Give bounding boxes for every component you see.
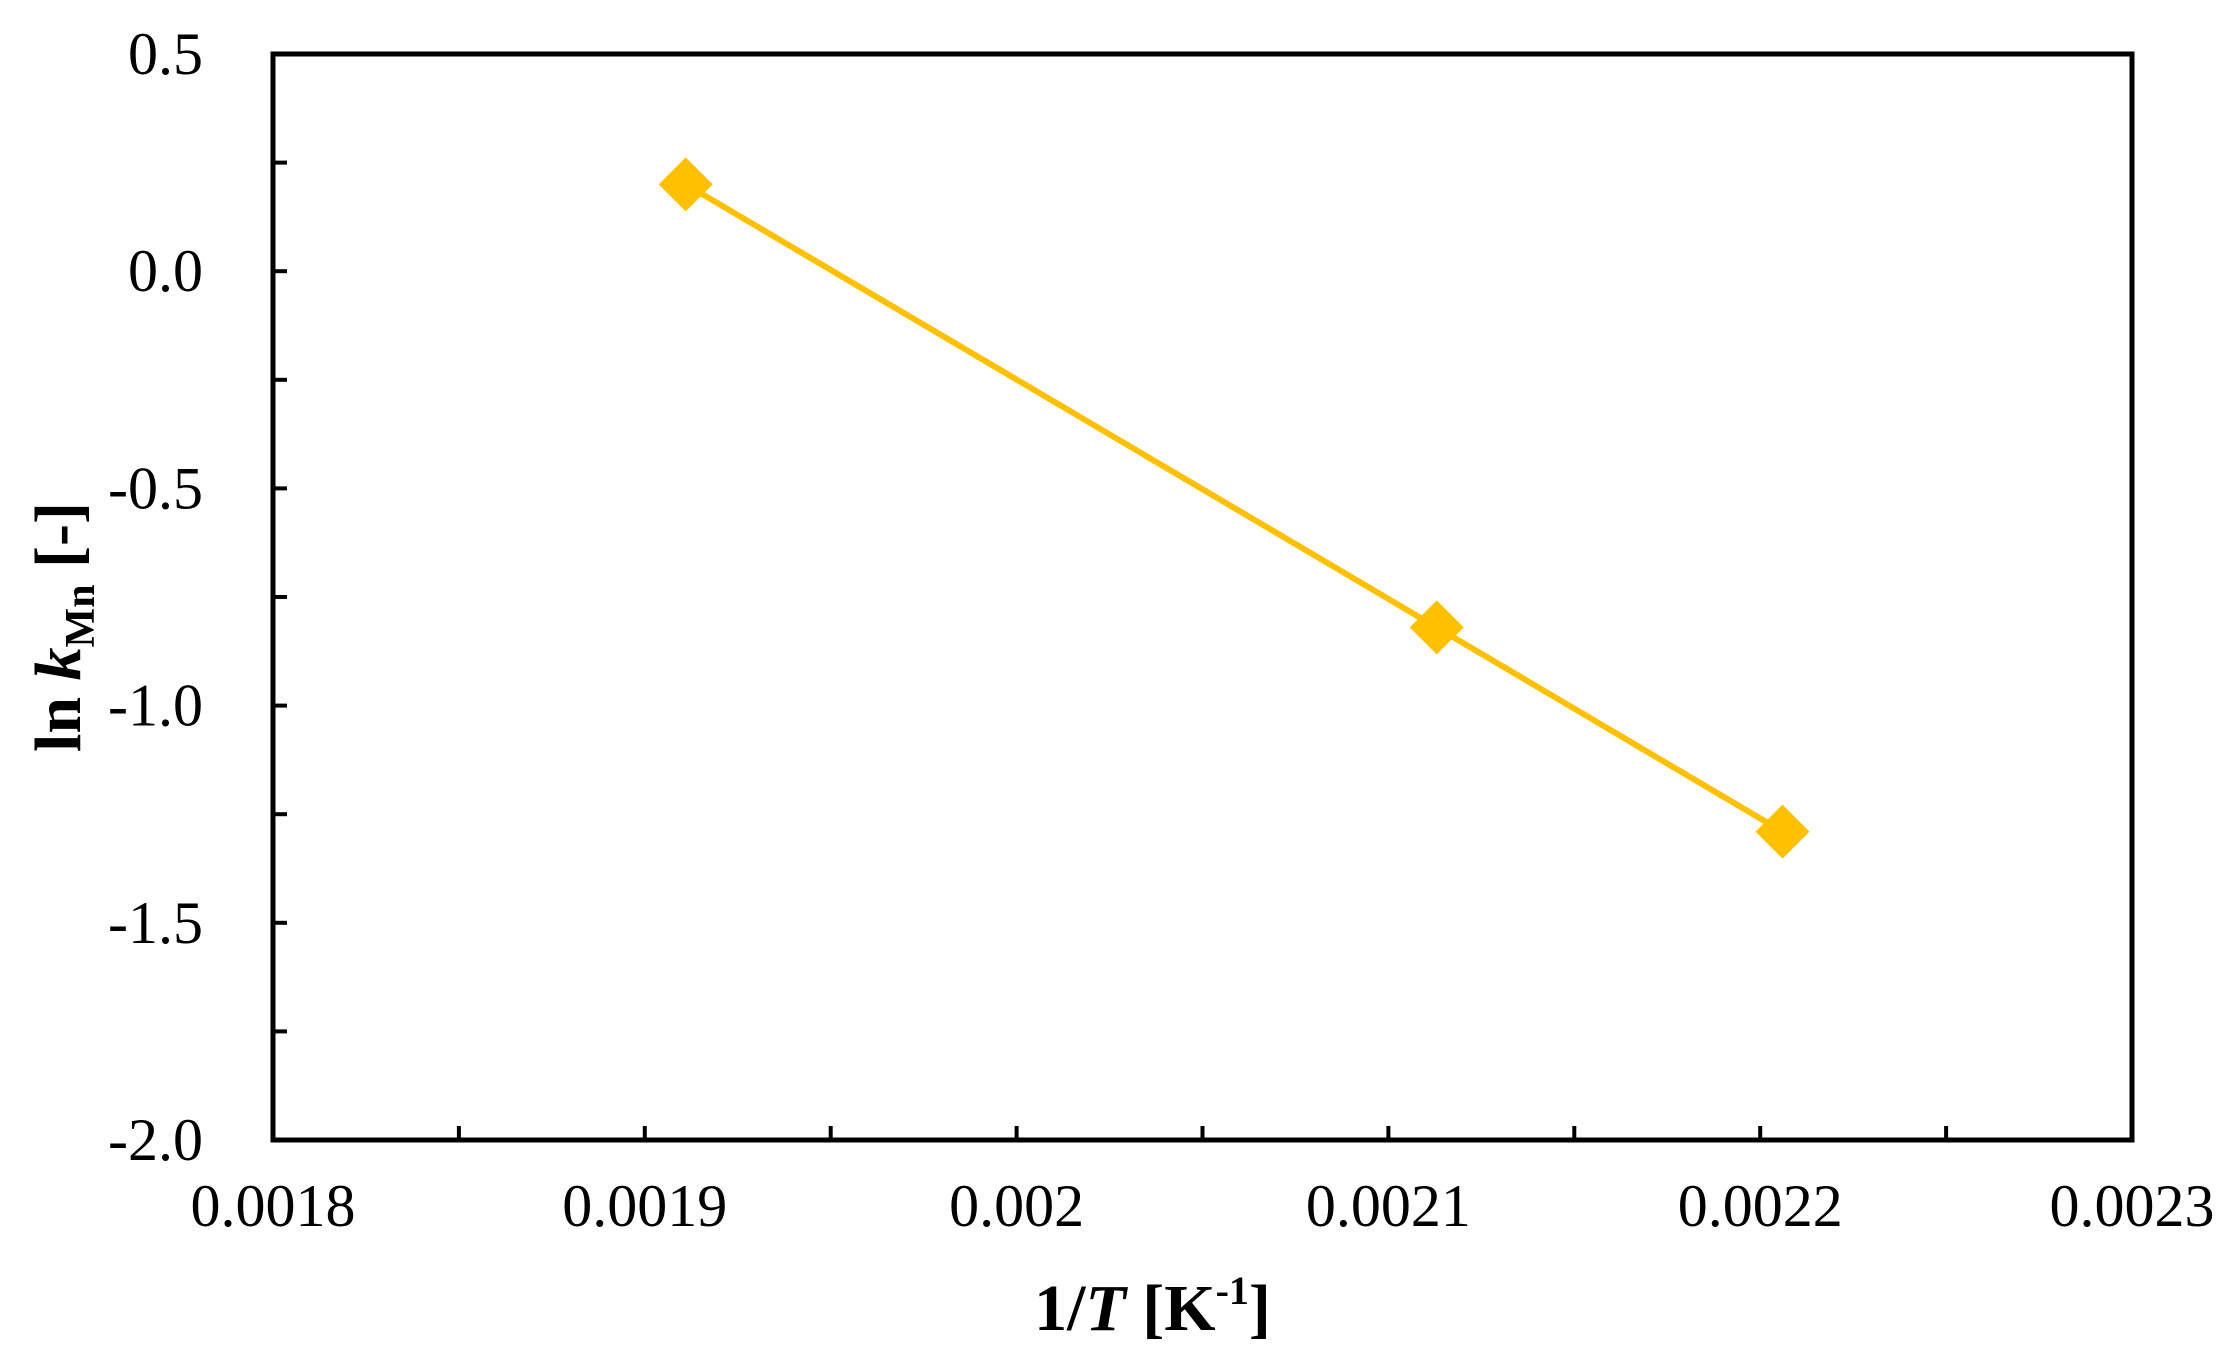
- x-axis-title-prefix: 1/: [1034, 1272, 1087, 1345]
- y-tick-label: -0.5: [108, 455, 203, 521]
- plot-area-frame: [270, 51, 2135, 1143]
- y-axis-title-variable: k: [22, 647, 95, 680]
- data-point-marker: [658, 157, 713, 212]
- x-axis-title: 1/T [K-1]: [1034, 1268, 1271, 1345]
- x-tick-label: 0.0018: [191, 1173, 356, 1239]
- x-axis-title-variable: T: [1085, 1272, 1128, 1345]
- data-point-marker: [1409, 600, 1464, 655]
- x-axis-title-exponent: -1: [1216, 1268, 1249, 1313]
- series: [658, 157, 1810, 859]
- y-axis-title-prefix: ln: [22, 680, 95, 752]
- y-axis-title-unit: [-]: [22, 502, 95, 584]
- y-tick-label: 0.5: [128, 21, 203, 87]
- x-tick-label: 0.002: [949, 1173, 1084, 1239]
- x-tick-label: 0.0019: [562, 1173, 727, 1239]
- x-axis-title-unit: [K: [1126, 1272, 1216, 1345]
- y-axis-title: ln kMn [-]: [22, 502, 104, 752]
- y-tick-label: -2.0: [108, 1107, 203, 1173]
- tick-labels: 0.0018 0.0019 0.002 0.0021 0.0022 0.0023 0.5 0.…: [108, 21, 2214, 1239]
- tick-marks: [273, 160, 1949, 1140]
- y-axis-title-subscript: Mn: [58, 584, 104, 647]
- data-point-marker: [1755, 804, 1810, 859]
- y-tick-label: -1.0: [108, 673, 203, 739]
- x-tick-label: 0.0022: [1678, 1173, 1843, 1239]
- x-tick-label: 0.0023: [2050, 1173, 2215, 1239]
- x-tick-label: 0.0021: [1306, 1173, 1471, 1239]
- y-tick-label: 0.0: [128, 238, 203, 304]
- series-line: [684, 181, 1785, 835]
- y-tick-label: -1.5: [108, 890, 203, 956]
- x-axis-title-close: ]: [1249, 1272, 1271, 1345]
